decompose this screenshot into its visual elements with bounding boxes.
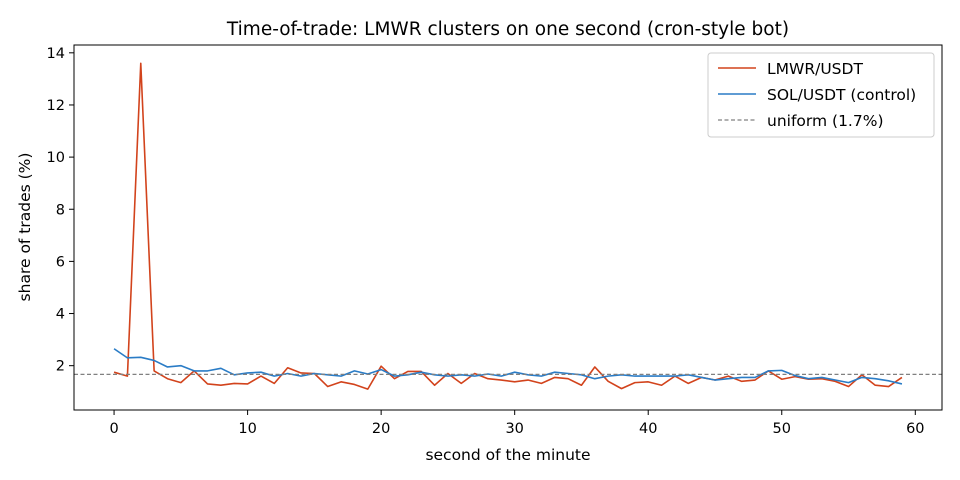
x-tick-label: 50 [773, 421, 791, 437]
x-tick-label: 0 [109, 421, 118, 437]
x-axis: 0 10 20 30 40 50 60 [109, 410, 925, 437]
y-axis-title: share of trades (%) [16, 153, 34, 302]
x-tick-label: 10 [238, 421, 256, 437]
x-tick-label: 60 [906, 421, 924, 437]
y-tick-label: 10 [47, 150, 65, 166]
series-line-sol [113, 348, 903, 385]
chart-title: Time-of-trade: LMWR clusters on one seco… [226, 19, 789, 40]
plot-marks [74, 62, 942, 390]
x-tick-label: 30 [505, 421, 523, 437]
y-tick-label: 8 [56, 202, 65, 218]
y-tick-label: 4 [56, 307, 65, 323]
y-axis: 2 4 6 8 10 12 14 [47, 46, 74, 375]
y-tick-label: 6 [56, 254, 65, 270]
legend-label-uniform: uniform (1.7%) [767, 112, 884, 130]
legend-label-lmwr: LMWR/USDT [767, 60, 863, 78]
legend-box [707, 52, 935, 138]
x-tick-label: 20 [372, 421, 390, 437]
legend-label-sol: SOL/USDT (control) [767, 86, 916, 104]
y-tick-label: 2 [56, 359, 65, 375]
y-tick-label: 12 [47, 98, 65, 114]
series-line-lmwr [113, 62, 903, 390]
x-axis-title: second of the minute [425, 446, 590, 464]
x-tick-label: 40 [639, 421, 657, 437]
y-tick-label: 14 [47, 46, 65, 62]
legend: LMWR/USDT SOL/USDT (control) uniform (1.… [707, 52, 935, 138]
plot-frame [73, 44, 943, 411]
